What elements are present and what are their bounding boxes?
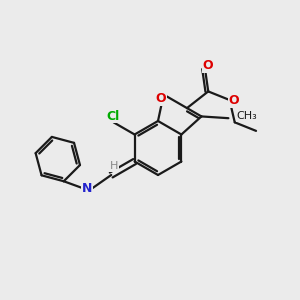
Text: O: O (155, 92, 166, 105)
Text: O: O (228, 94, 239, 107)
Text: Cl: Cl (106, 110, 119, 123)
Text: N: N (82, 182, 92, 195)
Text: O: O (203, 59, 213, 72)
Text: CH₃: CH₃ (236, 111, 257, 121)
Text: H: H (110, 161, 118, 171)
